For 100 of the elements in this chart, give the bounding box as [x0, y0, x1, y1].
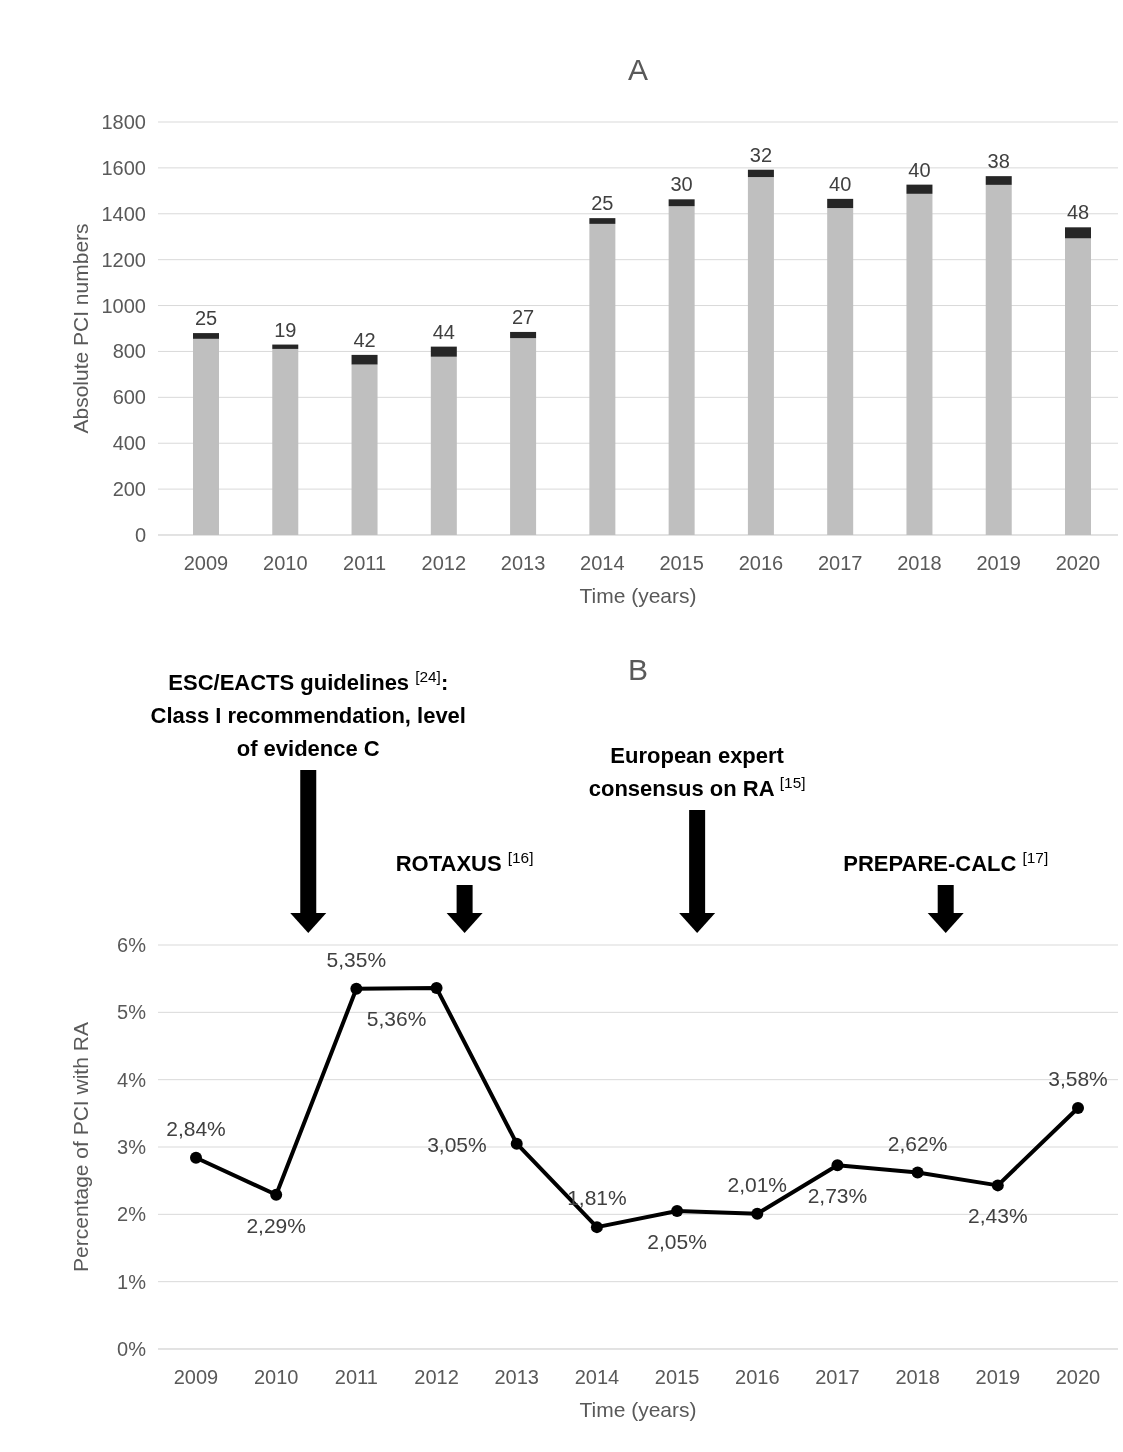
y-axis-title: Percentage of PCI with RA [69, 1022, 92, 1272]
y-tick-label: 1000 [101, 294, 146, 317]
y-tick-label: 1400 [101, 202, 146, 225]
y-tick-label: 2% [117, 1203, 147, 1226]
bar [272, 344, 299, 349]
point [911, 1166, 924, 1179]
y-tick-label: 6% [117, 934, 147, 956]
point [1072, 1101, 1084, 1114]
y-tick-label: 200 [112, 478, 146, 501]
y-tick-label: 1% [117, 1270, 147, 1293]
x-tick-label: 2020 [1055, 552, 1101, 574]
point [350, 982, 363, 995]
y-tick-label: 4% [117, 1068, 147, 1091]
y-tick-label: 400 [112, 432, 146, 455]
data-label: 32 [749, 143, 773, 166]
x-tick-label: 2015 [654, 1366, 700, 1388]
point [590, 1221, 603, 1234]
x-tick-label: 2013 [500, 552, 546, 574]
bar [1065, 238, 1091, 535]
x-tick-label: 2015 [659, 552, 704, 574]
data-label: 2,73% [807, 1184, 868, 1208]
y-axis-title: Absolute PCI numbers [69, 223, 92, 434]
chart-title: A [627, 53, 649, 86]
bar [430, 356, 457, 535]
bar [430, 346, 457, 357]
data-label: 25 [591, 192, 614, 215]
y-tick-label: 1800 [101, 111, 146, 133]
y-tick-label: 3% [117, 1136, 147, 1158]
y-tick-label: 5% [117, 1001, 147, 1024]
bar [272, 348, 299, 535]
data-label: 2,05% [647, 1229, 707, 1253]
text: PREPARE-CALC $^{[17]}$ [843, 848, 1049, 876]
y-tick-label: 0% [117, 1338, 147, 1360]
point [831, 1159, 844, 1172]
text: European expert consensus on RA $^{[15]}$ [588, 743, 806, 801]
data-label: 40 [829, 172, 852, 195]
data-label: 38 [987, 150, 1010, 173]
bar [747, 177, 774, 535]
data-label: 5,35% [326, 947, 387, 971]
data-label: 5,36% [366, 1007, 427, 1031]
x-tick-label: 2012 [414, 1366, 459, 1388]
data-label: 40 [908, 158, 931, 181]
x-tick-label: 2014 [580, 552, 625, 574]
point [430, 982, 443, 995]
data-label: 30 [670, 173, 693, 196]
y-tick-label: 800 [112, 340, 146, 363]
x-axis-title: Time (years) [579, 584, 697, 607]
x-tick-label: 2011 [343, 552, 387, 574]
y-tick-label: 1200 [101, 248, 146, 271]
x-tick-label: 2009 [183, 552, 229, 574]
y-tick-label: 1600 [101, 156, 146, 179]
x-axis-title: Time (years) [579, 1398, 697, 1421]
x-tick-label: 2018 [897, 552, 942, 574]
data-label: 19 [274, 318, 297, 341]
x-tick-label: 2019 [976, 552, 1021, 574]
point [270, 1188, 283, 1201]
point [671, 1204, 684, 1217]
data-label: 1,81% [567, 1186, 627, 1210]
x-tick-label: 2012 [421, 552, 467, 574]
bar [985, 184, 1012, 535]
x-tick-label: 2013 [494, 1366, 539, 1388]
data-label: 48 [1066, 201, 1090, 224]
data-label: 44 [432, 320, 455, 343]
bar [827, 208, 854, 535]
y-tick-label: 0 [134, 524, 146, 546]
chart-title: B [627, 653, 649, 686]
bar [906, 184, 933, 194]
bar [668, 206, 695, 535]
x-tick-label: 2017 [815, 1366, 860, 1388]
x-tick-label: 2018 [895, 1366, 940, 1388]
x-tick-label: 2010 [263, 552, 308, 574]
bar [351, 364, 378, 535]
x-tick-label: 2016 [735, 1366, 780, 1388]
bar [589, 218, 616, 224]
x-tick-label: 2009 [173, 1366, 219, 1388]
bar [668, 199, 695, 207]
data-label: 27 [511, 305, 535, 328]
x-tick-label: 2011 [334, 1366, 378, 1388]
point [991, 1179, 1004, 1192]
data-label: 42 [353, 328, 376, 351]
bar [985, 176, 1012, 185]
bar [906, 193, 933, 535]
point [190, 1151, 202, 1164]
data-label: 3,05% [427, 1132, 487, 1156]
bar [510, 338, 537, 535]
bar [747, 169, 774, 178]
x-tick-label: 2014 [574, 1366, 620, 1388]
bar [510, 331, 537, 339]
x-tick-label: 2019 [975, 1366, 1021, 1388]
point [751, 1207, 764, 1220]
data-label: 2,01% [727, 1172, 788, 1196]
x-tick-label: 2010 [253, 1366, 299, 1388]
point [510, 1137, 523, 1150]
data-label: 3,58% [1048, 1066, 1108, 1090]
bar [1065, 227, 1091, 239]
x-tick-label: 2017 [817, 552, 863, 574]
data-label: 2,84% [166, 1116, 226, 1140]
bar [193, 338, 219, 535]
x-tick-label: 2020 [1055, 1366, 1101, 1388]
bar [827, 198, 854, 209]
